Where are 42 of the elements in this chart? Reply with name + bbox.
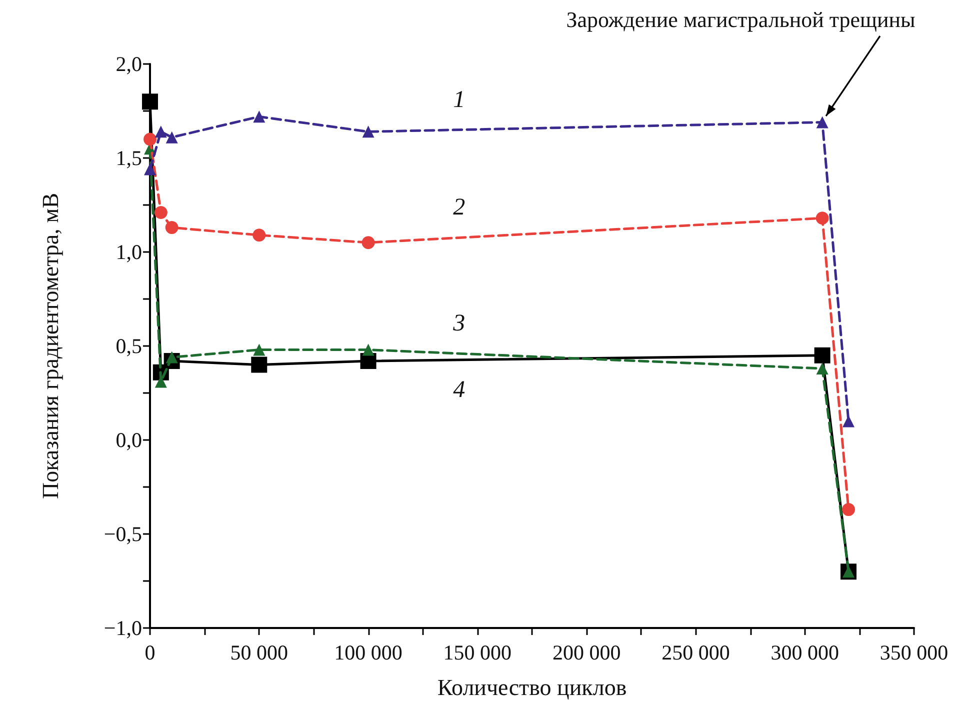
x-tick-label: 150 000 — [443, 640, 512, 664]
point — [362, 126, 374, 138]
point — [814, 347, 830, 364]
x-tick-label: 350 000 — [880, 640, 948, 664]
y-tick-label: 1,5 — [116, 146, 142, 170]
point — [362, 344, 374, 356]
point — [154, 206, 168, 220]
x-axis-title: Количество циклов — [437, 675, 627, 700]
x-tick-label: 200 000 — [552, 640, 621, 664]
y-tick-label: −0,5 — [104, 522, 142, 546]
point — [252, 228, 266, 242]
point — [362, 236, 375, 250]
point — [842, 415, 855, 428]
point — [142, 94, 158, 110]
y-tick-label: 0,0 — [116, 428, 142, 452]
series-label: 1 — [453, 86, 466, 113]
y-tick-label: 2,0 — [116, 52, 142, 76]
point — [144, 163, 156, 176]
x-tick-label: 50 000 — [230, 640, 288, 664]
point — [253, 110, 266, 123]
point — [253, 344, 266, 356]
annotation: Зарождение магистральной трещины — [566, 6, 916, 32]
x-tick-label: 300 000 — [770, 640, 839, 664]
series-label: 2 — [453, 194, 466, 221]
point — [842, 503, 856, 516]
x-tick-label: 250 000 — [662, 640, 730, 664]
y-tick-label: 0,5 — [116, 334, 142, 358]
point — [251, 356, 268, 373]
x-tick-label: 100 000 — [334, 640, 402, 664]
point — [816, 116, 828, 128]
y-tick-label: −1,0 — [104, 616, 142, 640]
point — [166, 131, 178, 144]
y-axis-title: Показания градиентометра, мВ — [38, 192, 63, 500]
series-label: 4 — [453, 376, 466, 403]
point — [154, 126, 167, 138]
y-tick-label: 1,0 — [116, 240, 142, 264]
point — [165, 221, 178, 234]
point — [816, 212, 829, 225]
point — [144, 132, 156, 146]
x-tick-label: 0 — [144, 640, 156, 664]
point — [816, 362, 828, 375]
series-label: 3 — [452, 310, 466, 337]
